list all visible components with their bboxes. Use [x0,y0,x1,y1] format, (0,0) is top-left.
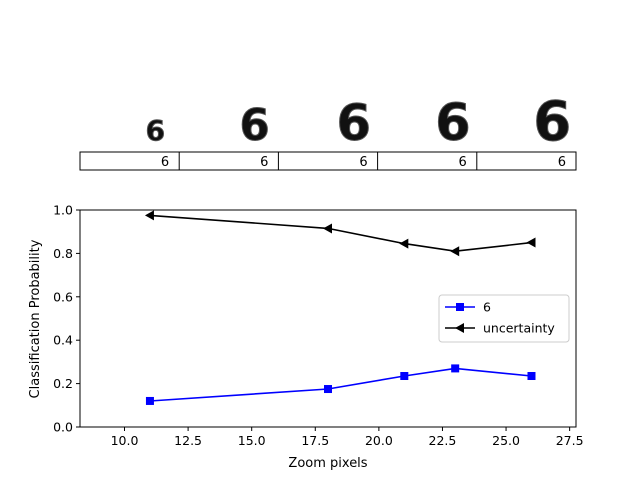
data-point-triangle [323,223,332,234]
legend: 6 uncertainty [438,294,570,343]
series-digit-6 [145,364,536,405]
series-uncertainty [144,210,536,257]
y-tick-label: 0.2 [53,376,73,391]
digit-image: 6 [146,114,165,147]
data-point-square [145,396,154,405]
axes-frame [79,209,577,428]
x-tick-label: 22.5 [429,433,457,448]
y-tick-label: 1.0 [53,203,73,218]
digit-image: 6 [435,93,470,152]
digit-image: 6 [239,101,269,151]
data-point-square [451,364,460,373]
series-layer [144,210,536,405]
data-point-triangle [450,246,460,257]
plot-area [79,209,577,428]
data-point-triangle [455,323,464,333]
strip-label: 6 [161,155,169,170]
strip-label: 6 [260,155,268,170]
strip-label: 6 [459,155,467,170]
x-tick-label: 17.5 [301,433,329,448]
line-chart: 10.0 12.5 15.0 17.5 20.0 22.5 25.0 27.5 0.00.20… [28,203,584,472]
data-point-triangle [399,238,409,249]
y-axis-label: Classification Probability [28,239,43,398]
data-point-square [400,372,409,381]
x-tick-label: 10.0 [111,433,139,448]
strip-frame [79,151,577,171]
y-axis-ticks: 0.0 0.2 0.4 0.6 0.8 1.0 [53,203,80,435]
y-tick-label: 0.4 [53,333,73,348]
data-point-square [527,372,536,381]
y-tick-label: 0.6 [53,289,73,304]
digit-image: 6 [337,94,372,152]
digit-strip: 6 6 6 6 6 6 6 6 6 6 [79,89,577,171]
x-tick-label: 27.5 [556,433,584,448]
x-axis-label: Zoom pixels [288,456,367,471]
x-axis-ticks: 10.0 12.5 15.0 17.5 20.0 22.5 25.0 27.5 [111,427,584,448]
y-tick-label: 0.0 [53,420,73,435]
x-tick-label: 15.0 [238,433,266,448]
data-point-triangle [144,210,154,221]
strip-label: 6 [359,155,367,170]
x-tick-label: 12.5 [174,433,202,448]
legend-label: uncertainty [483,321,555,336]
y-tick-label: 0.8 [53,246,73,261]
legend-label: 6 [483,300,491,315]
x-tick-label: 25.0 [492,433,520,448]
data-point-square [324,385,332,394]
digit-image: 6 [533,89,571,153]
data-point-square [456,303,464,311]
strip-label: 6 [558,155,566,170]
x-tick-label: 20.0 [365,433,393,448]
data-point-triangle [526,237,536,248]
